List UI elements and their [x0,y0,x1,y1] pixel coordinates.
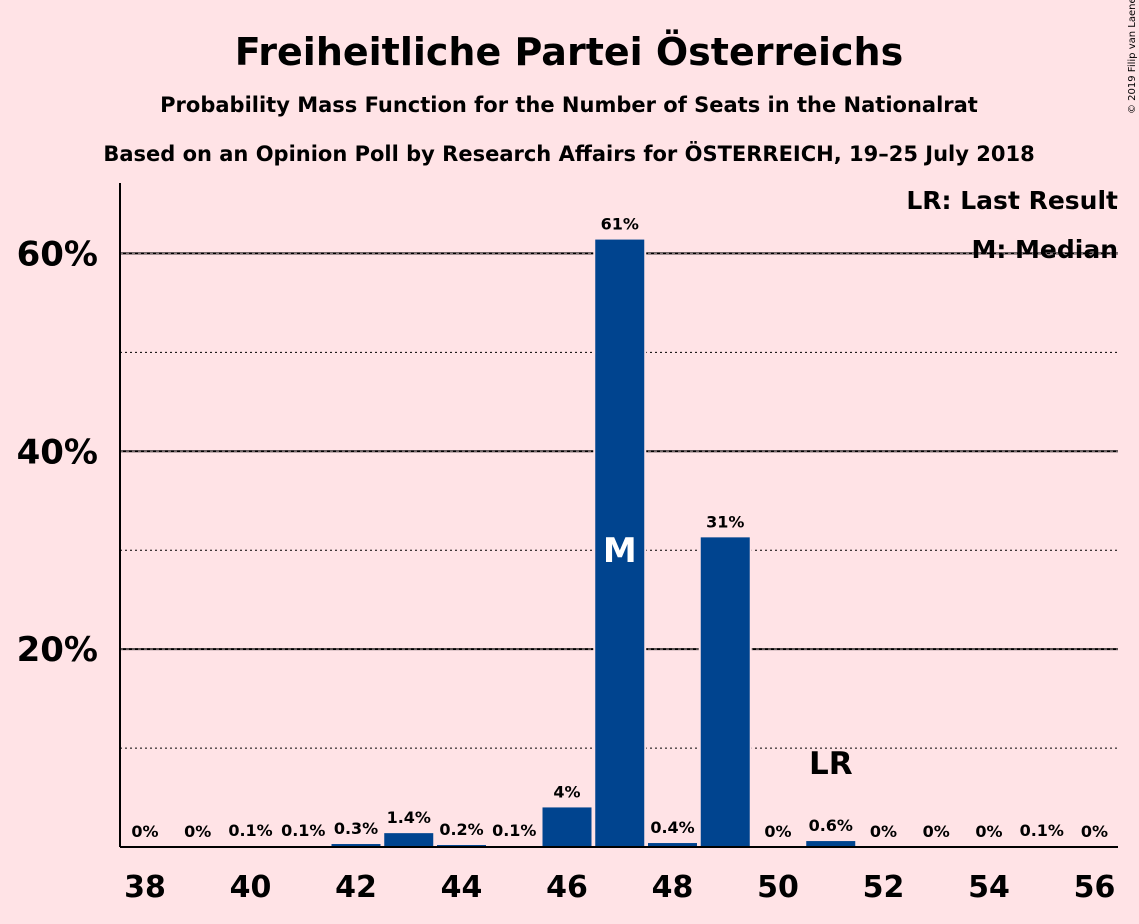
bar-gap [487,844,541,847]
data-label-seat-54: 0% [975,822,1002,841]
y-tick-label: 40% [17,432,98,472]
data-label-seat-52: 0% [870,822,897,841]
data-label-seat-38: 0% [131,822,158,841]
copyright-notice: © 2019 Filip van Laenen [1127,0,1138,114]
data-label-seat-43: 1.4% [387,808,431,827]
data-label-seat-50: 0% [764,822,791,841]
bar-seat-48 [648,843,697,847]
bar-gap [1015,844,1069,847]
chart-subtitle-2: Based on an Opinion Poll by Research Aff… [103,141,1034,166]
data-label-seat-45: 0.1% [492,821,536,840]
x-tick-label: 56 [1074,870,1116,905]
bar-gap [224,844,277,847]
x-tick-label: 38 [124,870,166,905]
x-tick-label: 54 [968,870,1010,905]
y-tick-label: 20% [17,630,98,670]
x-tick-label: 48 [652,870,694,905]
data-label-seat-42: 0.3% [334,819,378,838]
bar-gap [435,843,488,847]
bar-seat-49 [700,537,750,847]
data-label-seat-41: 0.1% [281,821,325,840]
chart-subtitle-1: Probability Mass Function for the Number… [160,93,978,117]
data-label-seat-56: 0% [1081,822,1108,841]
data-label-seat-44: 0.2% [439,820,483,839]
x-tick-label: 44 [441,870,483,905]
legend-median: M: Median [971,235,1118,264]
bar-seat-47 [595,239,645,848]
data-label-seat-46: 4% [553,782,580,801]
x-tick-label: 40 [230,870,272,905]
chart-title: Freiheitliche Partei Österreichs [235,30,903,74]
median-marker: M [603,531,637,571]
bar-gap [276,844,330,847]
data-label-seat-47: 61% [601,215,639,234]
x-tick-label: 42 [335,870,377,905]
data-label-seat-53: 0% [923,822,950,841]
x-tick-label: 50 [757,870,799,905]
bar-seat-42 [331,844,381,847]
data-labels: 0% 0% 0.1% 0.1% 0.3% 1.4% 0.2% 0.1% 4% 61% 0.4% 31%… [131,215,1108,841]
data-label-seat-39: 0% [184,822,211,841]
data-label-seat-49: 31% [706,512,744,531]
data-label-seat-48: 0.4% [650,818,694,837]
bar-seat-46 [542,807,592,847]
legend-last-result: LR: Last Result [906,186,1118,215]
bar-seat-43 [384,833,434,847]
data-label-seat-51: 0.6% [809,816,853,835]
x-tick-label: 46 [546,870,588,905]
x-tick-label: 52 [863,870,905,905]
y-tick-label: 60% [17,234,98,274]
data-label-seat-55: 0.1% [1020,821,1064,840]
bars [224,237,1069,848]
bar-seat-51 [806,841,856,847]
axes: 20% 40% 60% 38 40 42 44 46 48 50 52 54 56 [17,183,1118,905]
last-result-marker: LR [809,746,853,782]
data-label-seat-40: 0.1% [228,821,272,840]
